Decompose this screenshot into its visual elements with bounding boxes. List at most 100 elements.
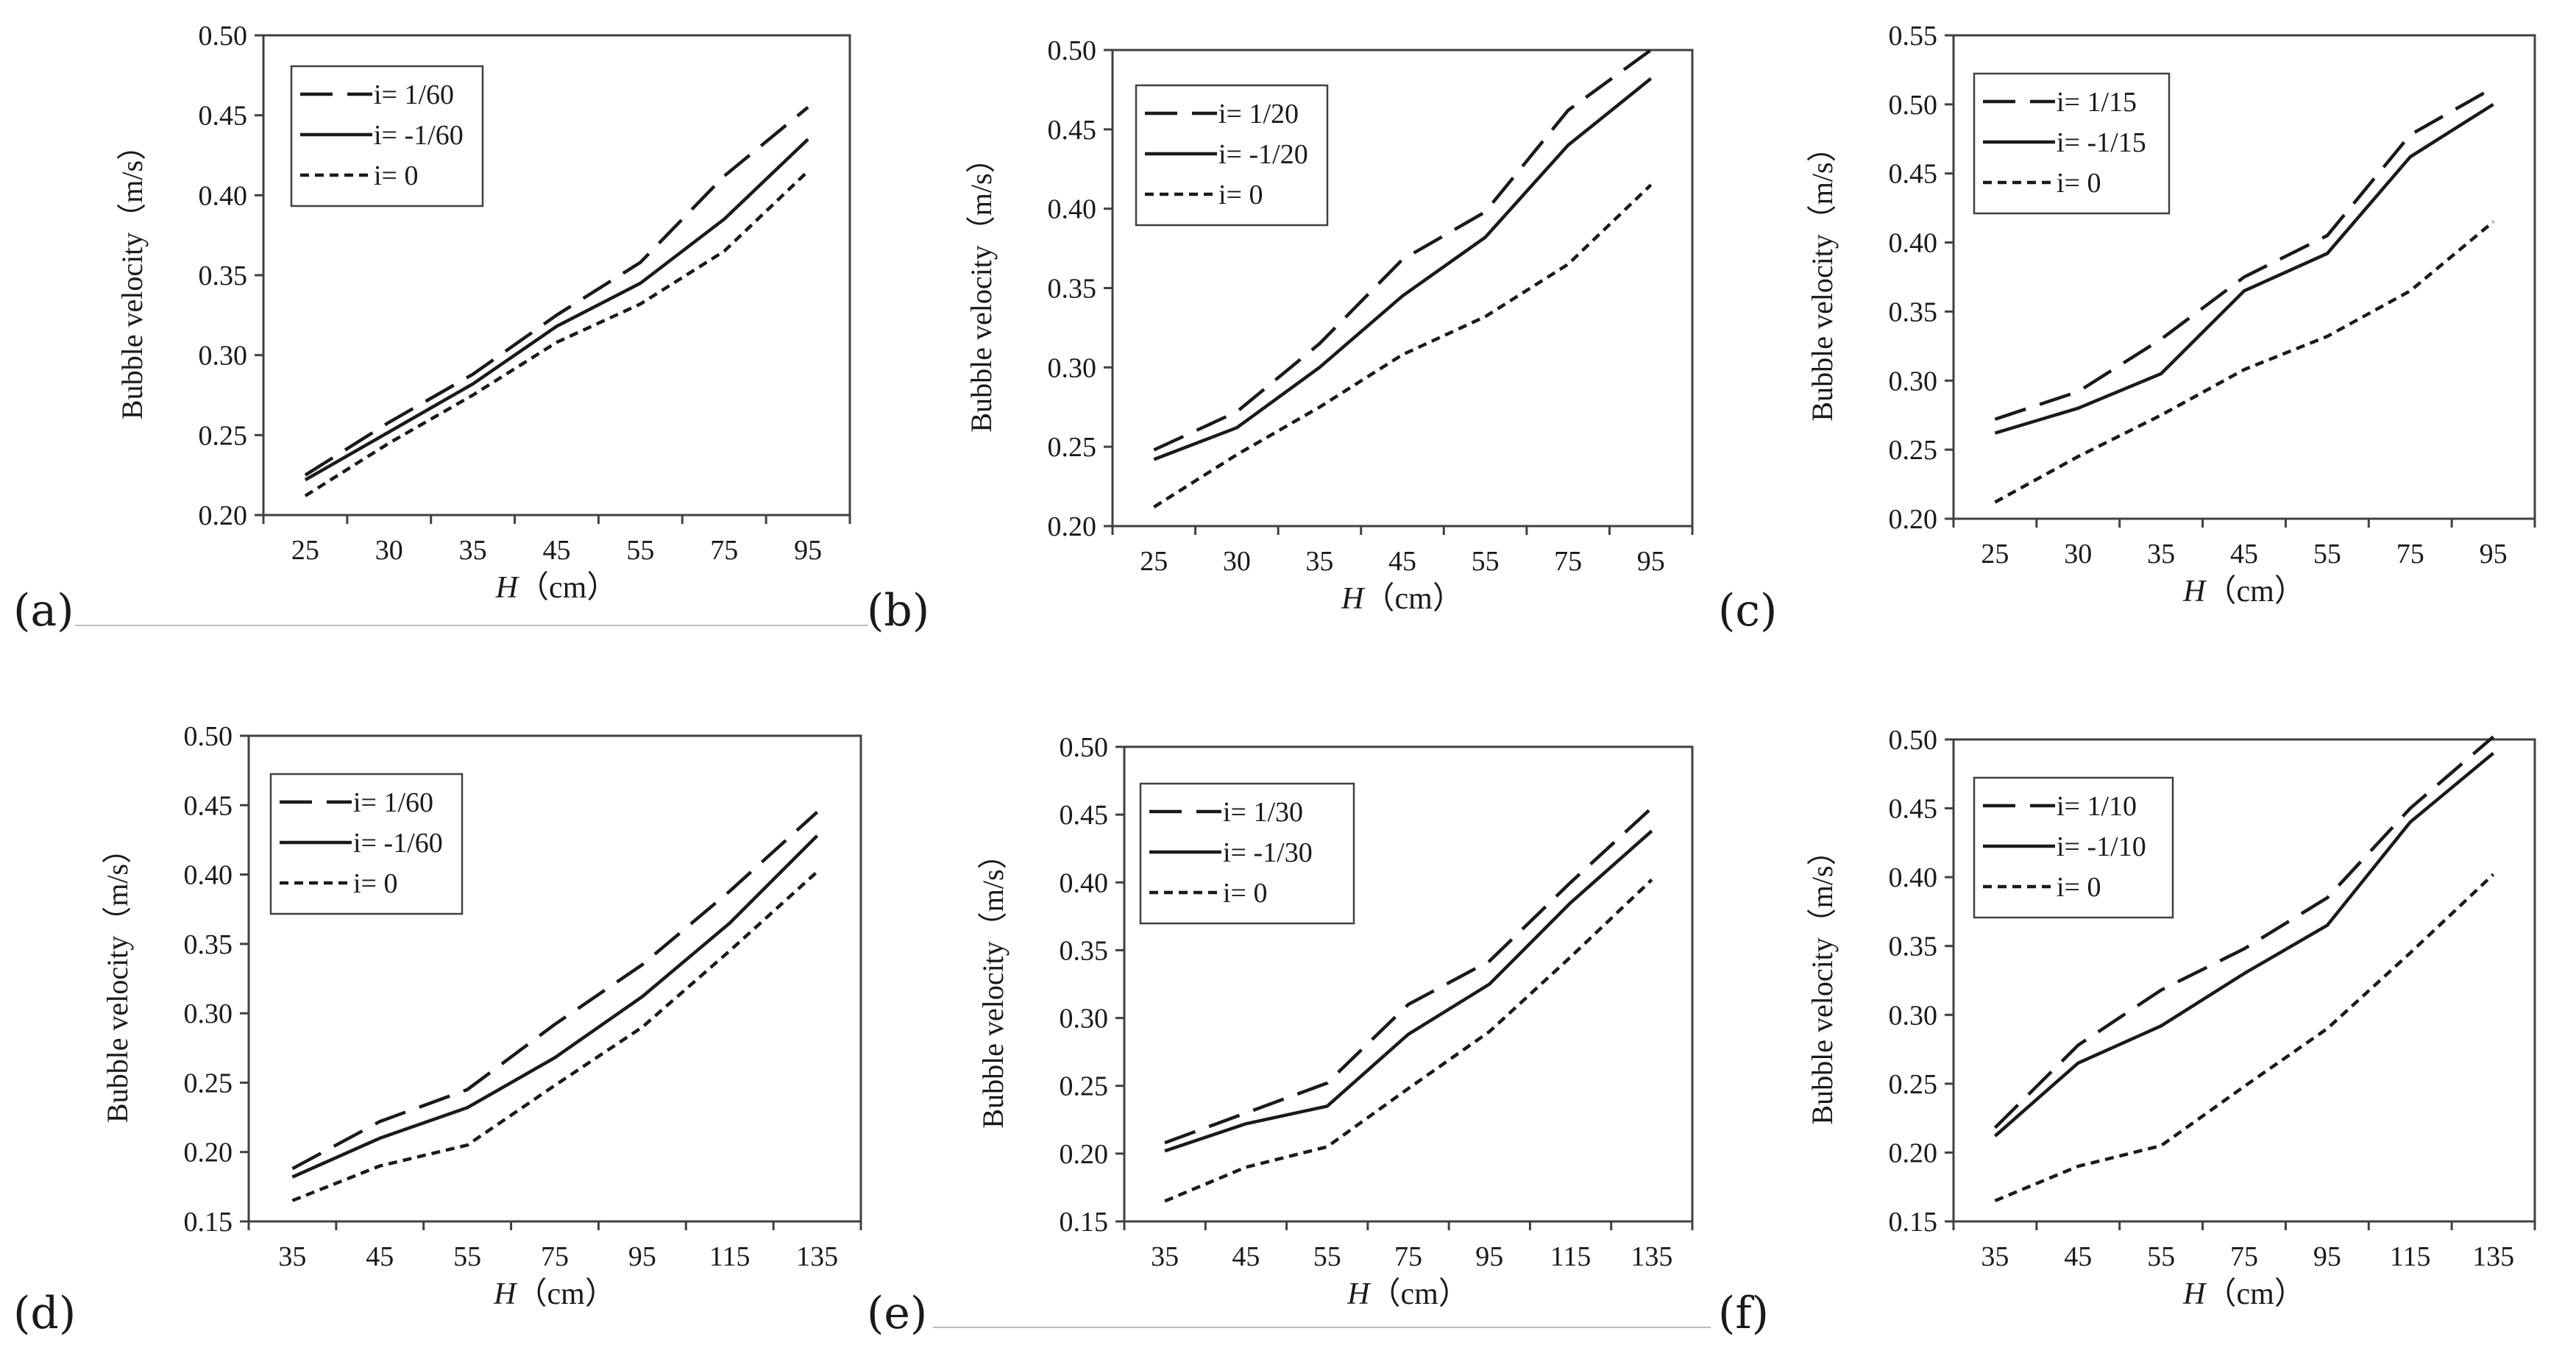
legend-label: i= 0 <box>353 868 398 899</box>
panel-label: (d) <box>13 1288 76 1339</box>
y-tick-label: 0.40 <box>1060 867 1109 898</box>
y-tick-label: 0.45 <box>199 101 248 132</box>
y-tick-label: 0.50 <box>1060 732 1109 763</box>
legend-label: i= -1/15 <box>2057 127 2146 158</box>
y-tick-label: 0.20 <box>199 500 248 531</box>
y-tick-label: 0.15 <box>1889 1207 1938 1238</box>
x-axis-unit: （cm） <box>2206 1277 2305 1311</box>
x-axis-unit: （cm） <box>1364 582 1463 616</box>
series-line-solid <box>1153 77 1653 461</box>
x-axis-unit: （cm） <box>1370 1277 1469 1311</box>
series-line-shortdash <box>1164 878 1653 1203</box>
x-tick-label: 115 <box>709 1241 751 1272</box>
legend-label: i= 0 <box>2057 872 2101 903</box>
panel-e: 0.15 0.20 0.25 0.30 0.35 0.40 0.45 0.50 35 45 55 75… <box>867 732 1711 1339</box>
x-axis-variable: H <box>2182 575 2207 608</box>
x-tick-label: 35 <box>1981 1241 2009 1272</box>
series-line-solid <box>1993 751 2495 1138</box>
plot-frame <box>1123 745 1694 1223</box>
series-line-shortdash <box>291 870 819 1202</box>
y-axis-label: Bubble velocity（m/s） <box>116 131 149 419</box>
x-tick-label: 135 <box>2472 1241 2514 1272</box>
x-axis-unit: （cm） <box>517 1277 616 1311</box>
panel-f: 0.15 0.20 0.25 0.30 0.35 0.40 0.45 0.50 35 45 55 75… <box>1718 725 2536 1339</box>
x-tick-label: 35 <box>2147 539 2175 569</box>
x-axis-label: H（cm） <box>495 571 618 605</box>
x-tick-label: 45 <box>1232 1241 1260 1272</box>
y-tick-label: 0.50 <box>1889 90 1938 121</box>
y-tick-label: 0.25 <box>1889 435 1938 466</box>
x-tick-label: 30 <box>375 535 403 566</box>
legend-label: i= -1/20 <box>1218 139 1308 170</box>
y-tick-label: 0.25 <box>184 1068 233 1099</box>
y-tick-label: 0.55 <box>1889 21 1938 52</box>
y-tick-label: 0.25 <box>1048 432 1097 463</box>
y-tick-label: 0.30 <box>1060 1004 1109 1035</box>
panel-c: 0.20 0.25 0.30 0.35 0.40 0.45 0.50 0.55 25 30 35 45… <box>1718 21 2536 636</box>
panel-label: (c) <box>1718 585 1777 636</box>
y-tick-label: 0.25 <box>199 420 248 451</box>
y-tick-label: 0.20 <box>1060 1139 1109 1170</box>
y-tick-label: 0.50 <box>1048 35 1097 66</box>
x-tick-label: 35 <box>1305 546 1333 577</box>
y-tick-label: 0.50 <box>199 21 248 52</box>
panel-b: 0.20 0.25 0.30 0.35 0.40 0.45 0.50 25 30 35 45 55 75… <box>867 35 1694 636</box>
panel-a: 0.20 0.25 0.30 0.35 0.40 0.45 0.50 25 30 35 45 55 75… <box>13 21 868 636</box>
x-tick-label: 75 <box>2230 1241 2258 1272</box>
legend-label: i= 1/60 <box>353 787 433 818</box>
series-line-solid <box>1994 102 2494 435</box>
y-tick-label: 0.40 <box>1048 194 1097 225</box>
x-tick-label: 55 <box>453 1241 481 1272</box>
legend-label: i= -1/60 <box>374 120 464 151</box>
y-tick-label: 0.15 <box>1060 1207 1109 1238</box>
x-tick-label: 135 <box>796 1241 838 1272</box>
plot-frame <box>247 734 862 1223</box>
x-axis-variable: H <box>493 1277 518 1311</box>
x-tick-label: 45 <box>2064 1241 2092 1272</box>
legend-label: i= 1/30 <box>1223 797 1303 828</box>
legend-label: i= 0 <box>1218 180 1263 210</box>
x-axis-unit: （cm） <box>518 571 617 605</box>
y-tick-label: 0.35 <box>1060 935 1109 966</box>
series-line-solid <box>304 138 809 482</box>
x-axis-variable: H <box>1346 1277 1372 1311</box>
panel-label: (a) <box>13 585 74 636</box>
x-tick-label: 55 <box>626 535 654 566</box>
series-line-solid <box>1164 829 1653 1153</box>
legend-label: i= -1/10 <box>2057 831 2146 862</box>
y-tick-label: 0.20 <box>1048 511 1097 542</box>
x-tick-label: 30 <box>1223 546 1251 577</box>
x-tick-label: 75 <box>1394 1241 1422 1272</box>
series-line-shortdash <box>1153 183 1653 509</box>
y-tick-label: 0.35 <box>1889 932 1938 962</box>
x-axis-label: H（cm） <box>2182 1277 2305 1311</box>
x-tick-label: 55 <box>2147 1241 2175 1272</box>
x-tick-label: 95 <box>1637 546 1665 577</box>
series-line-shortdash <box>1994 220 2495 504</box>
panel-d: 0.15 0.20 0.25 0.30 0.35 0.40 0.45 0.50 35 45 55 75… <box>13 721 862 1339</box>
y-tick-label: 0.20 <box>1889 504 1938 535</box>
x-axis-unit: （cm） <box>2206 575 2305 608</box>
x-tick-label: 30 <box>2064 539 2092 569</box>
plot-frame <box>1952 34 2536 520</box>
series-line-longdash <box>1153 49 1653 452</box>
y-tick-label: 0.40 <box>1889 862 1938 893</box>
y-tick-label: 0.35 <box>184 929 233 960</box>
x-tick-label: 35 <box>278 1241 306 1272</box>
x-tick-label: 95 <box>794 535 822 566</box>
y-tick-label: 0.30 <box>199 341 248 372</box>
panel-label: (e) <box>867 1288 927 1339</box>
y-tick-label: 0.35 <box>199 260 248 291</box>
y-tick-label: 0.45 <box>1048 115 1097 146</box>
series-line-longdash <box>1993 735 2495 1129</box>
y-tick-label: 0.20 <box>1889 1138 1938 1168</box>
x-tick-label: 115 <box>1550 1241 1592 1272</box>
series-line-solid <box>291 834 819 1179</box>
x-axis-label: H（cm） <box>2182 575 2305 608</box>
x-tick-label: 25 <box>1981 539 2009 569</box>
series-line-shortdash <box>1994 873 2495 1202</box>
x-tick-label: 55 <box>2313 539 2341 569</box>
y-axis-label: Bubble velocity（m/s） <box>976 840 1010 1128</box>
y-axis-label: Bubble velocity（m/s） <box>1806 836 1839 1124</box>
